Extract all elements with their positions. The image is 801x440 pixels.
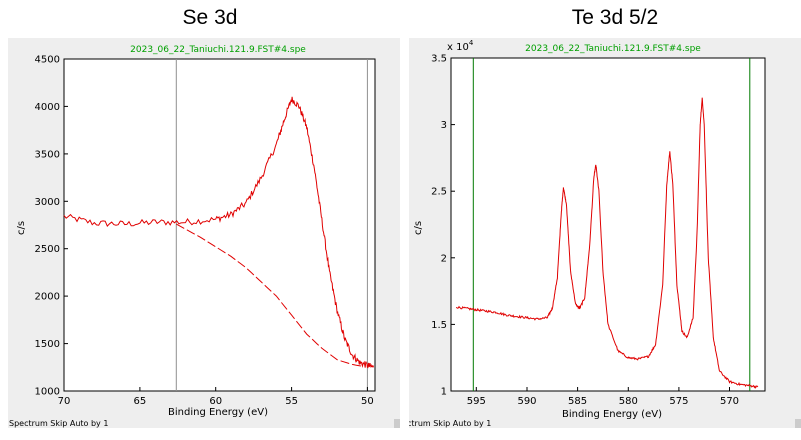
x-tick-label: 60 (209, 396, 222, 407)
plot-area (450, 57, 766, 392)
status-text: ctrum Skip Auto by 1 (409, 419, 491, 428)
y-tick-label: 2000 (35, 292, 60, 303)
background-line (176, 223, 363, 367)
y-multiplier-base: x 10 (447, 42, 469, 53)
y-axis-label: c/s (16, 221, 27, 235)
x-axis-label: Binding Energy (eV) (562, 409, 662, 420)
y-tick-label: 1500 (35, 339, 60, 350)
x-tick-label: 570 (720, 396, 739, 407)
x-tick-label: 575 (669, 396, 688, 407)
y-tick-label: 1.5 (431, 320, 447, 331)
spectrum-line (63, 96, 374, 369)
y-tick-label: 4500 (35, 55, 60, 66)
y-multiplier-exponent: 4 (469, 39, 474, 47)
spectrum-line (455, 97, 759, 389)
y-tick-label: 1000 (35, 387, 60, 398)
y-multiplier-label: x 104 (447, 39, 474, 53)
x-tick-label: 55 (285, 396, 298, 407)
y-tick-label: 3500 (35, 149, 60, 160)
chart-title-se-3d: Se 3d (182, 6, 238, 29)
te-3d-spectrum-panel: 2023_06_22_Taniuchi.121.9.FST#4.spe x 10… (409, 38, 801, 428)
y-axis-label: c/s (413, 221, 424, 235)
y-tick-label: 1 (441, 387, 447, 398)
y-tick-label: 3000 (35, 197, 60, 208)
se-3d-spectrum-panel: 2023_06_22_Taniuchi.121.9.FST#4.spe Bind… (8, 38, 400, 428)
chart-title-te-3d: Te 3d 5/2 (571, 6, 659, 29)
se-3d-spectrum-plot: 2023_06_22_Taniuchi.121.9.FST#4.spe Bind… (8, 38, 400, 428)
x-tick-label: 580 (619, 396, 638, 407)
y-tick-label: 2.5 (431, 187, 447, 198)
x-tick-label: 50 (361, 396, 374, 407)
status-text: Spectrum Skip Auto by 1 (9, 419, 108, 428)
x-axis-label: Binding Energy (eV) (168, 407, 268, 418)
y-tick-label: 3 (441, 120, 447, 131)
y-tick-label: 2500 (35, 244, 60, 255)
y-tick-label: 4000 (35, 102, 60, 113)
resize-grip[interactable] (795, 419, 801, 428)
resize-grip[interactable] (394, 419, 400, 428)
y-tick-label: 2 (441, 253, 447, 264)
te-3d-spectrum-plot: 2023_06_22_Taniuchi.121.9.FST#4.spe x 10… (409, 38, 801, 428)
plot-area (63, 58, 376, 392)
x-tick-label: 595 (467, 396, 486, 407)
y-tick-label: 3.5 (431, 54, 447, 65)
x-tick-label: 585 (568, 396, 587, 407)
x-tick-label: 70 (58, 396, 71, 407)
file-label: 2023_06_22_Taniuchi.121.9.FST#4.spe (130, 45, 306, 55)
x-tick-label: 65 (134, 396, 147, 407)
file-label: 2023_06_22_Taniuchi.121.9.FST#4.spe (525, 44, 701, 54)
x-tick-label: 590 (517, 396, 536, 407)
